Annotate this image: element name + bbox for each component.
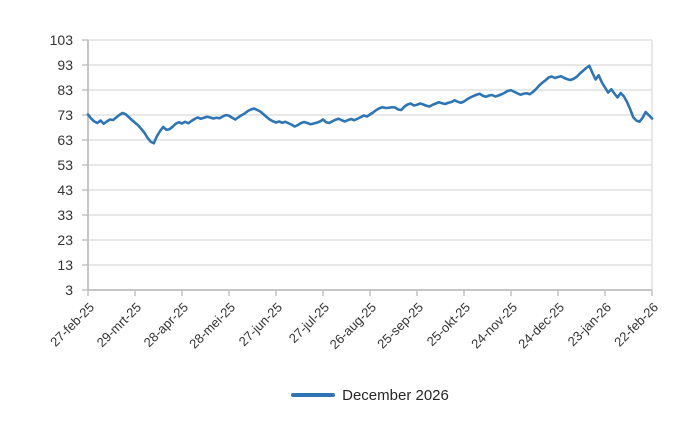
x-axis-tick-label: 23-jan-26 (565, 300, 614, 349)
legend-label: December 2026 (342, 386, 449, 404)
y-axis-tick-label: 83 (57, 82, 73, 98)
y-axis-tick-label: 13 (57, 257, 73, 273)
y-axis-tick-label: 103 (50, 32, 74, 48)
x-axis-tick-label: 25-sep-25 (374, 300, 426, 352)
legend: December 2026 (88, 384, 652, 406)
x-axis-tick-label: 24-nov-25 (468, 300, 520, 352)
x-axis-tick-label: 28-apr-25 (141, 300, 191, 350)
y-axis-tick-label: 63 (57, 132, 73, 148)
y-axis-tick-label: 23 (57, 232, 73, 248)
series-line-december-2026 (86, 64, 654, 145)
x-axis-tick-label: 27-jun-25 (236, 300, 285, 349)
x-axis-tick-label: 24-dec-25 (515, 300, 567, 352)
y-axis-tick-label: 3 (65, 282, 73, 298)
y-axis-tick-label: 33 (57, 207, 73, 223)
y-axis-tick-label: 73 (57, 107, 73, 123)
y-axis-tick-label: 43 (57, 182, 73, 198)
y-axis-tick-label: 53 (57, 157, 73, 173)
x-axis-tick-label: 25-okt-25 (424, 300, 473, 349)
x-axis-tick-label: 27-feb-25 (47, 300, 97, 350)
x-axis-tick-label: 29-mrt-25 (94, 300, 144, 350)
x-axis-tick-label: 27-jul-25 (286, 300, 332, 346)
y-axis-tick-label: 93 (57, 57, 73, 73)
x-axis-tick-label: 26-aug-25 (327, 300, 380, 353)
legend-line-swatch (291, 393, 336, 397)
x-axis-tick-label: 22-feb-26 (611, 300, 661, 350)
x-axis-tick-label: 28-mei-25 (186, 300, 238, 352)
